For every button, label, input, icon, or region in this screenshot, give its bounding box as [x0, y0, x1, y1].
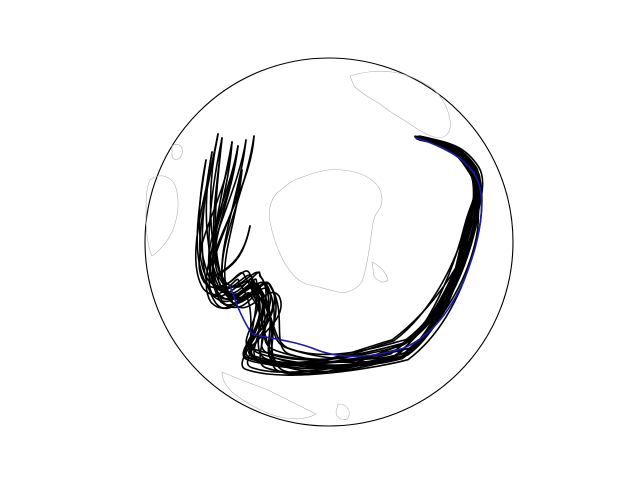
highlight-track [229, 137, 483, 358]
coastline-australia [221, 371, 317, 420]
ensemble-track [214, 135, 479, 364]
coastline-south-america [349, 70, 451, 139]
coastline-new-zealand [335, 403, 350, 420]
coastline-peninsula [371, 261, 389, 283]
coastline-antarctica [268, 169, 383, 293]
coastline-africa-islet [171, 144, 183, 160]
storm-tracks-layer [194, 133, 484, 376]
ensemble-track [223, 135, 479, 365]
ensemble-track [214, 137, 478, 368]
coastline-africa [145, 175, 179, 257]
